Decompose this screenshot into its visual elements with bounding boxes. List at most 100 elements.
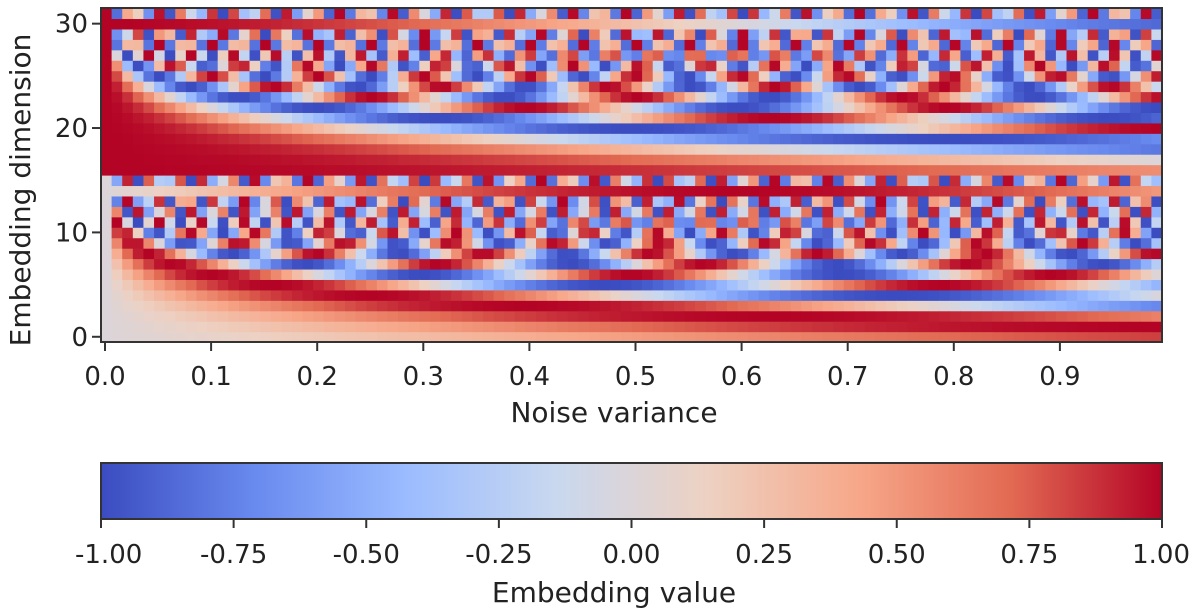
heatmap-cell	[185, 310, 198, 322]
heatmap-cell	[1130, 258, 1142, 270]
heatmap-cell	[175, 49, 187, 61]
heatmap-cell	[429, 237, 442, 249]
heatmap-cell	[620, 248, 633, 260]
heatmap-cell	[748, 248, 760, 260]
heatmap-cell	[132, 101, 145, 113]
heatmap-cell	[366, 49, 378, 61]
heatmap-cell	[154, 154, 166, 166]
heatmap-cell	[1013, 154, 1025, 166]
heatmap-cell	[1013, 258, 1025, 270]
y-tick-label: 0	[71, 323, 88, 353]
heatmap-cell	[642, 237, 654, 249]
heatmap-cell	[461, 28, 473, 40]
heatmap-cell	[896, 279, 908, 291]
heatmap-cell	[673, 101, 686, 113]
heatmap-cell	[122, 91, 134, 103]
heatmap-cell	[567, 18, 580, 30]
heatmap-cell	[1087, 300, 1099, 312]
heatmap-cell	[398, 289, 410, 301]
heatmap-cell	[620, 237, 633, 249]
heatmap-cell	[504, 331, 516, 343]
heatmap-cell	[864, 279, 877, 291]
heatmap-cell	[716, 60, 728, 72]
heatmap-cell	[334, 143, 346, 155]
heatmap-cell	[525, 143, 537, 155]
heatmap-cell	[642, 101, 654, 113]
heatmap-cell	[334, 164, 346, 176]
heatmap-cell	[652, 28, 664, 40]
heatmap-cell	[557, 216, 569, 228]
heatmap-cell	[949, 279, 962, 291]
heatmap-cell	[748, 133, 760, 145]
heatmap-cell	[1108, 279, 1121, 291]
heatmap-cell	[578, 8, 590, 20]
heatmap-cell	[1130, 122, 1142, 134]
heatmap-cell	[101, 164, 113, 176]
heatmap-cell	[642, 206, 654, 218]
heatmap-cell	[132, 258, 145, 270]
heatmap-cell	[589, 206, 601, 218]
heatmap-cell	[748, 175, 760, 187]
heatmap-cell	[122, 331, 134, 343]
heatmap-cell	[185, 18, 198, 30]
heatmap-cell	[482, 175, 495, 187]
heatmap-cell	[355, 175, 367, 187]
heatmap-cell	[822, 101, 834, 113]
heatmap-cell	[557, 60, 569, 72]
heatmap-cell	[557, 28, 569, 40]
heatmap-cell	[631, 143, 643, 155]
heatmap-cell	[673, 185, 686, 197]
heatmap-cell	[101, 28, 113, 40]
heatmap-cell	[451, 310, 463, 322]
heatmap-cell	[111, 91, 123, 103]
heatmap-cell	[1002, 81, 1015, 93]
heatmap-cell	[345, 248, 357, 260]
heatmap-cell	[196, 300, 208, 312]
heatmap-cell	[228, 39, 240, 51]
heatmap-cell	[1119, 112, 1131, 124]
heatmap-cell	[175, 248, 187, 260]
heatmap-cell	[758, 237, 771, 249]
heatmap-cell	[1151, 310, 1163, 322]
heatmap-cell	[429, 70, 442, 82]
heatmap-cell	[482, 28, 495, 40]
heatmap-cell	[451, 143, 463, 155]
heatmap-cell	[196, 258, 208, 270]
heatmap-cell	[928, 122, 940, 134]
heatmap-cell	[355, 195, 367, 207]
heatmap-cell	[896, 289, 908, 301]
heatmap-cell	[111, 331, 123, 343]
heatmap-cell	[695, 112, 707, 124]
heatmap-cell	[939, 237, 951, 249]
heatmap-cell	[525, 206, 537, 218]
heatmap-cell	[769, 195, 781, 207]
heatmap-cell	[440, 289, 452, 301]
heatmap-cell	[981, 185, 993, 197]
heatmap-cell	[376, 216, 389, 228]
heatmap-cell	[154, 60, 166, 72]
heatmap-cell	[143, 101, 155, 113]
heatmap-cell	[620, 133, 633, 145]
heatmap-cell	[557, 91, 569, 103]
heatmap-cell	[843, 237, 855, 249]
heatmap-cell	[536, 268, 548, 280]
heatmap-cell	[514, 154, 526, 166]
heatmap-cell	[461, 331, 473, 343]
heatmap-cell	[917, 227, 930, 239]
heatmap-cell	[599, 112, 611, 124]
heatmap-cell	[207, 268, 219, 280]
heatmap-cell	[875, 279, 887, 291]
heatmap-cell	[238, 175, 251, 187]
heatmap-cell	[610, 321, 622, 333]
heatmap-cell	[716, 289, 728, 301]
heatmap-cell	[992, 300, 1004, 312]
heatmap-cell	[419, 154, 431, 166]
heatmap-cell	[1151, 268, 1163, 280]
heatmap-cell	[1034, 18, 1046, 30]
heatmap-cell	[642, 289, 654, 301]
heatmap-cell	[504, 112, 516, 124]
heatmap-cell	[249, 154, 261, 166]
heatmap-cell	[578, 289, 590, 301]
heatmap-cell	[270, 28, 282, 40]
heatmap-cell	[960, 81, 972, 93]
